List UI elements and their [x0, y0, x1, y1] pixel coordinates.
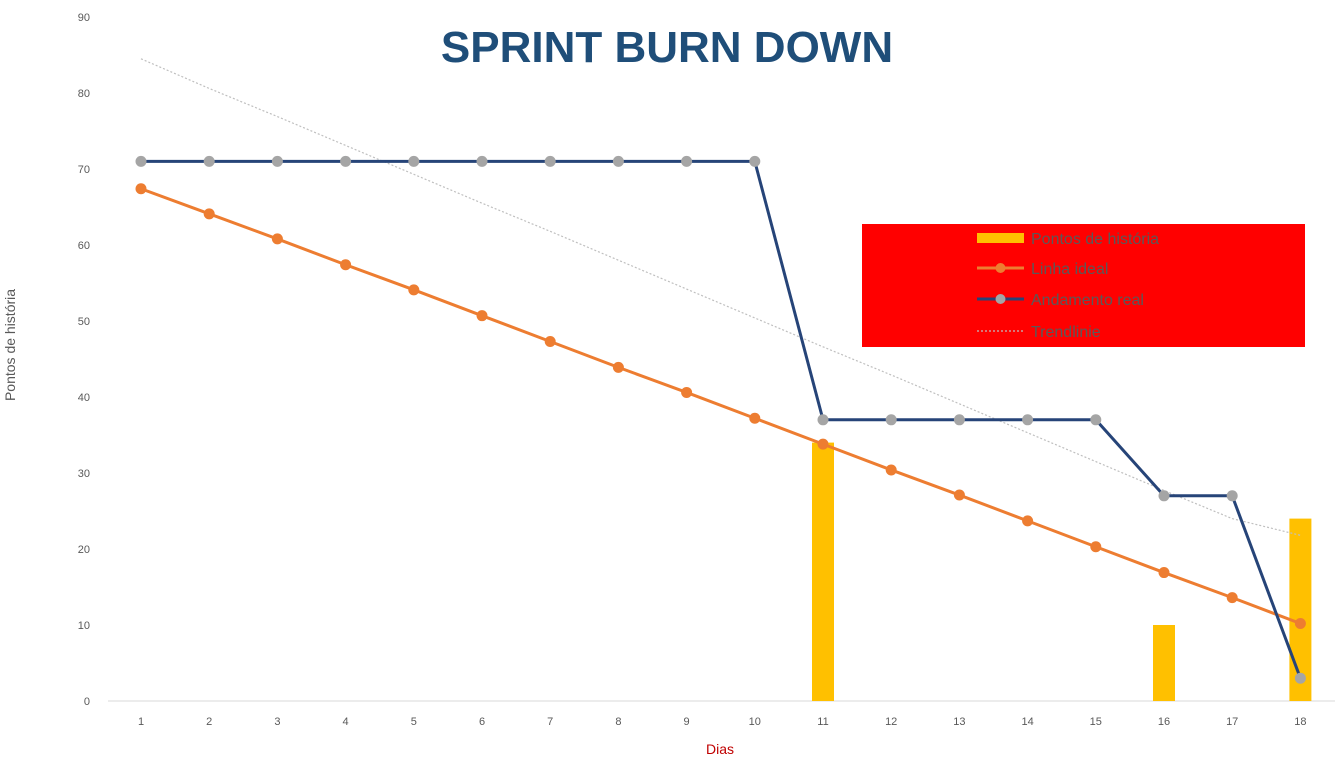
real-point	[681, 155, 693, 167]
x-tick-label: 15	[1090, 716, 1102, 728]
x-axis-ticks: 1 2 3 4 5 6 7 8 9 10 11 12 13 14 15 16 17 18	[138, 716, 1307, 728]
ideal-point	[408, 284, 420, 296]
x-tick-label: 12	[885, 716, 897, 728]
real-point	[340, 155, 352, 167]
ideal-point	[749, 412, 761, 424]
real-point	[1090, 414, 1102, 426]
x-tick-label: 11	[817, 716, 828, 728]
real-point	[612, 155, 624, 167]
ideal-point	[271, 233, 283, 245]
ideal-point	[1294, 617, 1306, 629]
ideal-line	[140, 187, 1301, 625]
ideal-point	[1022, 515, 1034, 527]
legend-background	[862, 224, 1305, 347]
x-tick-label: 17	[1226, 716, 1238, 728]
ideal-point	[544, 336, 556, 348]
real-line	[141, 159, 1302, 679]
x-tick-label: 13	[953, 716, 965, 728]
ideal-point	[1226, 592, 1238, 604]
legend-label-pontos-de-hist-ria: Pontos de história	[1031, 231, 1159, 248]
ideal-point	[340, 259, 352, 271]
legend: Pontos de história Linha ideal Andamento r…	[862, 224, 1305, 347]
trendline	[140, 58, 1301, 536]
ideal-point	[1090, 541, 1102, 553]
ideal-point	[135, 183, 147, 195]
real-point	[271, 155, 283, 167]
ideal-point	[476, 310, 488, 322]
x-tick-label: 18	[1294, 716, 1306, 728]
real-point	[1294, 672, 1306, 684]
x-tick-label: 2	[206, 716, 212, 728]
real-point	[1022, 414, 1034, 426]
x-tick-label: 14	[1021, 716, 1033, 728]
y-tick-label: 50	[78, 316, 90, 328]
y-tick-label: 60	[78, 240, 90, 252]
ideal-point	[953, 489, 965, 501]
bars-layer	[812, 442, 1312, 701]
real-line-layer	[135, 155, 1306, 684]
y-tick-label: 30	[78, 468, 90, 480]
legend-label-trendlinie: Trendlinie	[1031, 324, 1101, 341]
real-point	[1226, 490, 1238, 502]
real-point	[817, 414, 829, 426]
bar-pontos-de-historia	[1153, 625, 1175, 701]
ideal-point	[612, 361, 624, 373]
x-tick-label: 4	[343, 716, 349, 728]
real-point	[1158, 490, 1170, 502]
y-tick-label: 70	[78, 164, 90, 176]
y-axis-title: Pontos de história	[2, 289, 18, 401]
real-point	[408, 155, 420, 167]
legend-swatch-marker	[995, 294, 1006, 304]
y-tick-label: 40	[78, 392, 90, 404]
y-tick-label: 20	[78, 544, 90, 556]
real-point	[544, 155, 556, 167]
y-tick-label: 10	[78, 620, 90, 632]
legend-swatch-marker	[995, 263, 1006, 273]
ideal-line-layer	[135, 183, 1306, 629]
real-point	[953, 414, 965, 426]
real-point	[135, 155, 147, 167]
real-point	[885, 414, 897, 426]
x-tick-label: 10	[749, 716, 761, 728]
ideal-point	[681, 386, 693, 398]
x-axis-title: Dias	[706, 741, 734, 757]
x-tick-label: 9	[684, 716, 690, 728]
x-tick-label: 16	[1158, 716, 1170, 728]
real-point	[749, 155, 761, 167]
legend-label-andamento-real: Andamento real	[1031, 292, 1144, 309]
ideal-point	[885, 464, 897, 476]
ideal-point	[1158, 567, 1170, 579]
x-tick-label: 5	[411, 716, 417, 728]
chart-title: SPRINT BURN DOWN	[441, 23, 893, 72]
x-tick-label: 6	[479, 716, 485, 728]
ideal-point	[817, 438, 829, 450]
x-tick-label: 8	[615, 716, 621, 728]
y-tick-label: 0	[84, 696, 90, 708]
x-tick-label: 1	[138, 716, 144, 728]
y-tick-label: 90	[78, 12, 90, 24]
bar-pontos-de-historia	[812, 442, 834, 701]
bar-pontos-de-historia	[1289, 518, 1312, 701]
legend-label-linha-ideal: Linha ideal	[1031, 261, 1108, 278]
y-tick-label: 80	[78, 88, 90, 100]
ideal-point	[203, 208, 215, 220]
trendline-layer	[140, 58, 1301, 536]
x-tick-label: 3	[274, 716, 280, 728]
legend-swatch-bar	[977, 233, 1024, 243]
real-point	[203, 155, 215, 167]
real-point	[476, 155, 488, 167]
x-tick-label: 7	[547, 716, 553, 728]
y-axis-ticks: 0 10 20 30 40 50 60 70 80 90	[78, 12, 90, 708]
